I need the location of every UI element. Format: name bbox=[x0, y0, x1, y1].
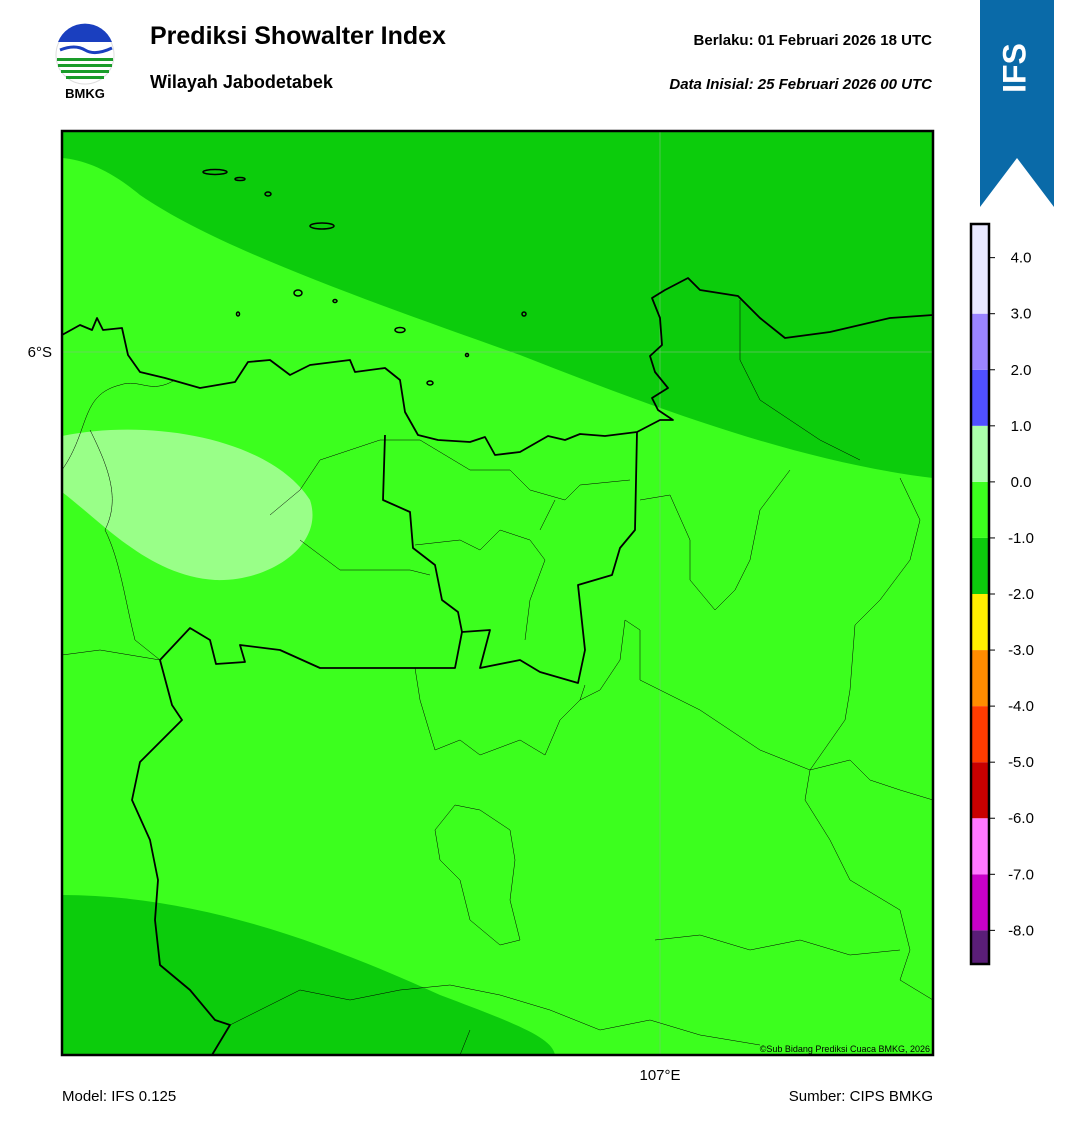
colorbar-segment bbox=[971, 818, 989, 875]
islands bbox=[202, 168, 527, 386]
colorbar-segment bbox=[971, 874, 989, 931]
colorbar-tick-label: 4.0 bbox=[1011, 250, 1032, 267]
field-light-west bbox=[62, 429, 313, 581]
colorbar-segment bbox=[971, 537, 989, 594]
colorbar-segment bbox=[971, 425, 989, 482]
colorbar-tick-label: -8.0 bbox=[1008, 922, 1034, 939]
colorbar-tick-label: -5.0 bbox=[1008, 754, 1034, 771]
colorbar-segment bbox=[971, 313, 989, 370]
colorbar-segment bbox=[971, 481, 989, 538]
badge bbox=[980, 0, 1054, 207]
model-label: Model: IFS 0.125 bbox=[62, 1088, 176, 1105]
district-borders bbox=[62, 300, 933, 1055]
field-dark-north bbox=[62, 131, 933, 478]
colorbar-segment bbox=[971, 930, 989, 964]
badge-text: IFS bbox=[996, 43, 1032, 93]
colorbar-segment bbox=[971, 706, 989, 763]
lon-label: 107°E bbox=[639, 1067, 680, 1084]
logo: BMKG bbox=[55, 23, 115, 101]
map: ©Sub Bidang Prediksi Cuaca BMKG, 2026 bbox=[62, 131, 933, 1055]
colorbar-tick-label: 1.0 bbox=[1011, 418, 1032, 435]
colorbar-segment bbox=[971, 369, 989, 426]
colorbar-tick-label: -7.0 bbox=[1008, 866, 1034, 883]
colorbar: 4.0 3.0 2.0 1.0 0.0 -1.0 -2.0 -3.0 -4.0 -5.0 -6.0 -… bbox=[969, 222, 1034, 966]
colorbar-tick-label: -2.0 bbox=[1008, 586, 1034, 603]
colorbar-tick-label: -4.0 bbox=[1008, 698, 1034, 715]
colorbar-segment bbox=[971, 650, 989, 707]
title: Prediksi Showalter Index bbox=[150, 22, 446, 50]
colorbar-segment bbox=[971, 224, 989, 314]
subtitle: Wilayah Jabodetabek bbox=[150, 72, 334, 92]
valid-time: Berlaku: 01 Februari 2026 18 UTC bbox=[694, 32, 933, 49]
coastline-and-province-borders bbox=[62, 277, 933, 1055]
colorbar-tick-label: -6.0 bbox=[1008, 810, 1034, 827]
colorbar-segment bbox=[971, 762, 989, 819]
source-label: Sumber: CIPS BMKG bbox=[789, 1088, 933, 1105]
colorbar-tick-label: 0.0 bbox=[1011, 474, 1032, 491]
field-dark-south bbox=[62, 895, 555, 1055]
colorbar-tick-label: 3.0 bbox=[1011, 306, 1032, 323]
logo-text: BMKG bbox=[65, 86, 105, 101]
colorbar-tick-label: 2.0 bbox=[1011, 362, 1032, 379]
colorbar-tick-label: -3.0 bbox=[1008, 642, 1034, 659]
init-time: Data Inisial: 25 Februari 2026 00 UTC bbox=[669, 76, 933, 93]
colorbar-tick-label: -1.0 bbox=[1008, 530, 1034, 547]
copyright: ©Sub Bidang Prediksi Cuaca BMKG, 2026 bbox=[760, 1044, 930, 1054]
lat-label: 6°S bbox=[28, 344, 52, 361]
map-frame bbox=[60, 129, 935, 1057]
colorbar-segment bbox=[971, 594, 989, 651]
